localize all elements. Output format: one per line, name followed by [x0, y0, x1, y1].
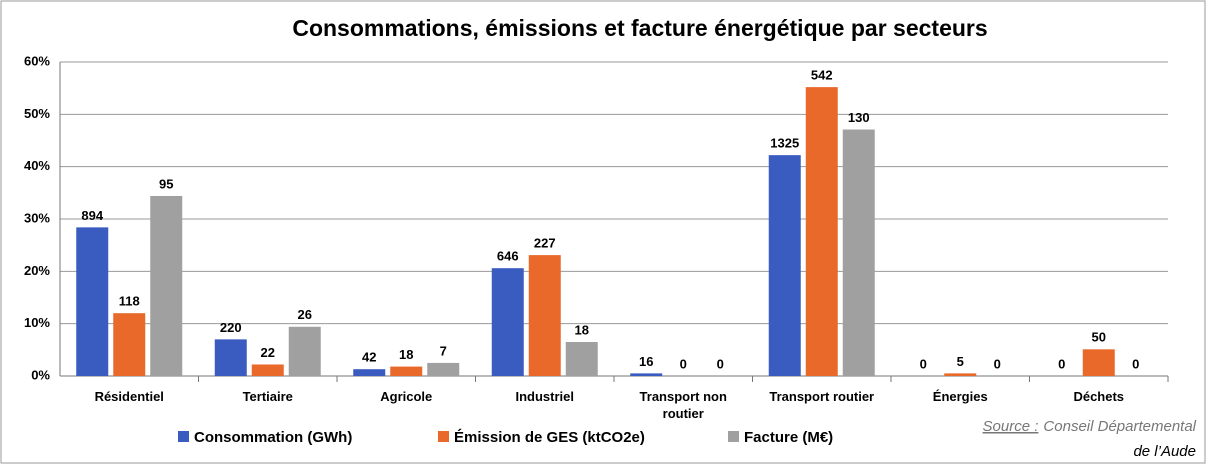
source-line: de l’Aude: [1133, 443, 1196, 460]
data-label: 18: [575, 322, 589, 337]
bar: [805, 87, 838, 377]
data-label: 0: [717, 356, 724, 371]
x-tick-label: Industriel: [515, 389, 574, 404]
data-label: 0: [1058, 356, 1065, 371]
bar: [768, 155, 801, 376]
data-label: 646: [497, 249, 519, 264]
bar: [251, 364, 284, 376]
data-label: 130: [848, 110, 870, 125]
data-label: 227: [534, 236, 556, 251]
data-label: 7: [440, 343, 447, 358]
legend-swatch: [438, 431, 449, 442]
bar: [353, 369, 386, 376]
data-label: 0: [920, 356, 927, 371]
legend-label: Émission de GES (ktCO2e): [454, 429, 645, 446]
y-tick-label: 10%: [24, 315, 50, 330]
bar: [528, 255, 561, 376]
y-tick-label: 20%: [24, 263, 50, 278]
x-tick-label: Transport routier: [769, 389, 875, 404]
data-label: 5: [957, 354, 964, 369]
y-tick-label: 50%: [24, 106, 50, 121]
chart-title: Consommations, émissions et facture éner…: [292, 15, 987, 41]
bar: [1082, 349, 1115, 376]
data-label: 16: [639, 354, 653, 369]
data-label: 22: [261, 345, 275, 360]
data-label: 1325: [770, 136, 799, 151]
y-tick-label: 30%: [24, 210, 50, 225]
bar: [390, 366, 423, 376]
legend-label: Facture (M€): [744, 429, 833, 446]
source: Source : Conseil Départemental: [983, 418, 1197, 435]
bar: [427, 362, 460, 376]
x-tick-label: Agricole: [380, 389, 433, 404]
data-label: 0: [994, 356, 1001, 371]
bar: [150, 195, 183, 376]
x-tick-label: Déchets: [1073, 389, 1125, 404]
legend-swatch: [178, 431, 189, 442]
data-label: 42: [362, 350, 376, 365]
x-tick-label: Résidentiel: [94, 389, 164, 404]
bar: [76, 227, 109, 376]
data-label: 0: [680, 356, 687, 371]
bar: [214, 339, 247, 376]
bar: [944, 373, 977, 376]
data-label: 118: [119, 294, 140, 309]
data-label: 18: [399, 347, 413, 362]
bar: [113, 313, 146, 376]
legend-label: Consommation (GWh): [194, 429, 352, 446]
bar: [565, 341, 598, 376]
legend-swatch: [728, 431, 739, 442]
y-tick-label: 0%: [31, 367, 50, 382]
bar: [842, 129, 875, 376]
x-tick-label: Énergies: [932, 389, 988, 404]
source-label: Source :: [983, 418, 1039, 435]
source-line: Conseil Départemental: [1043, 418, 1196, 435]
bar: [491, 268, 524, 376]
y-tick-label: 60%: [24, 53, 50, 68]
x-tick-label: Tertiaire: [242, 389, 293, 404]
x-tick-label: Transport non routier: [639, 389, 727, 421]
data-label: 95: [159, 176, 173, 191]
data-label: 894: [81, 208, 103, 223]
bar: [288, 326, 321, 376]
data-label: 220: [220, 320, 242, 335]
data-label: 50: [1092, 330, 1106, 345]
data-label: 542: [811, 68, 833, 83]
data-label: 26: [298, 307, 312, 322]
data-label: 0: [1132, 356, 1139, 371]
y-tick-label: 40%: [24, 158, 50, 173]
bar: [630, 373, 663, 376]
